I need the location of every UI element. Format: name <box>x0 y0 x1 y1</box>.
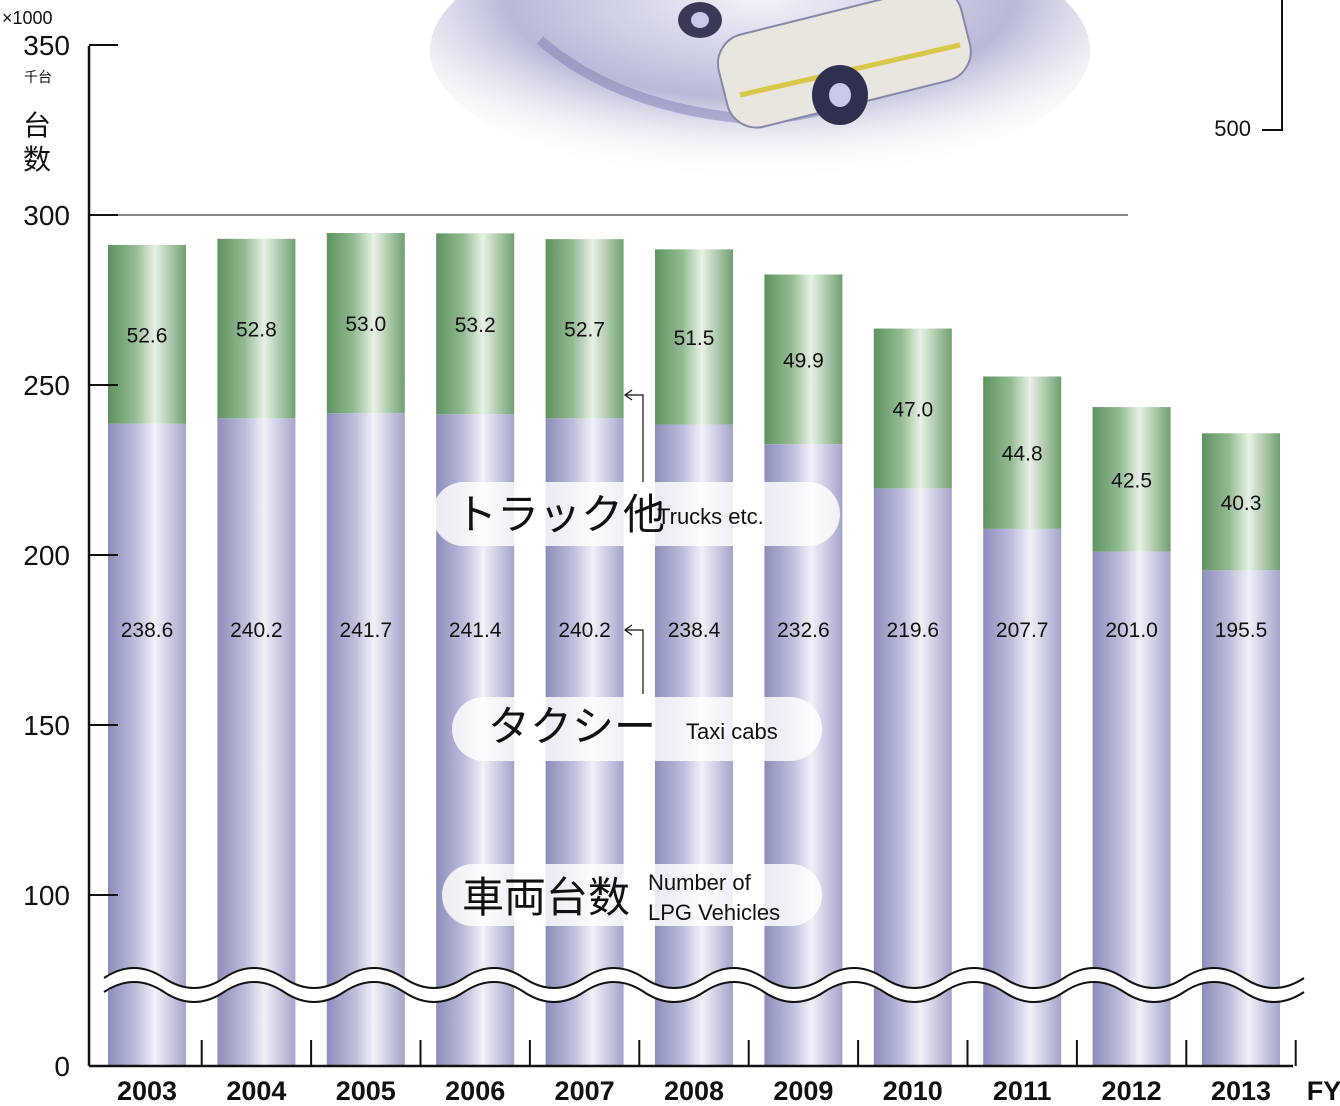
data-label-taxi-2013: 195.5 <box>1215 619 1268 642</box>
data-label-taxi-2004: 240.2 <box>230 619 283 642</box>
legend-en-vehicles-2: LPG Vehicles <box>648 900 780 925</box>
data-label-trucks-2007: 52.7 <box>564 319 605 342</box>
bar-trucks-2009 <box>764 274 843 445</box>
axis-break-line-top <box>103 967 1305 989</box>
y-tick-label-350: 350 <box>23 30 70 61</box>
pointer-line-taxi <box>625 629 644 694</box>
inset-axis: 500 <box>1214 0 1283 141</box>
data-label-trucks-2009: 49.9 <box>783 349 824 372</box>
pointer-line-trucks <box>625 394 644 482</box>
data-label-trucks-2012: 42.5 <box>1111 469 1152 492</box>
legend-box-taxi <box>452 697 822 761</box>
bar-taxi-2005 <box>326 413 405 1067</box>
data-label-taxi-2011: 207.7 <box>996 619 1049 642</box>
data-label-taxi-2007: 240.2 <box>558 619 611 642</box>
bar-trucks-2010 <box>873 328 952 489</box>
x-tick-label-2007: 2007 <box>555 1076 615 1106</box>
bar-trucks-2006 <box>436 233 515 415</box>
bar-trucks-2011 <box>983 376 1062 529</box>
pointer-arrowhead-taxi <box>623 624 633 636</box>
bar-trucks-2003 <box>108 244 186 424</box>
bar-trucks-2005 <box>326 233 405 414</box>
data-label-trucks-2010: 47.0 <box>892 398 933 421</box>
bar-taxi-2010 <box>873 488 952 1066</box>
x-axis-suffix: FY <box>1307 1076 1340 1106</box>
y-tick-label-200: 200 <box>23 540 70 571</box>
x-tick-label-2010: 2010 <box>883 1076 943 1106</box>
x-tick-label-2008: 2008 <box>664 1076 724 1106</box>
legend-jp-taxi: タクシー <box>488 702 656 751</box>
data-label-trucks-2008: 51.5 <box>674 327 715 350</box>
x-tick-label-2011: 2011 <box>993 1076 1052 1106</box>
y-axis-label-char-2: 数 <box>23 143 51 176</box>
pointer-arrowhead-trucks <box>623 389 633 401</box>
legend-box-vehicles <box>442 864 822 926</box>
y-tick-label-300: 300 <box>23 200 70 231</box>
y-tick-label-150: 150 <box>23 710 70 741</box>
bar-taxi-2003 <box>108 423 186 1066</box>
axis-break-band <box>100 968 1308 1002</box>
data-label-taxi-2008: 238.4 <box>668 619 721 642</box>
data-label-taxi-2010: 219.6 <box>887 619 940 642</box>
bar-trucks-2012 <box>1092 407 1171 552</box>
data-label-trucks-2005: 53.0 <box>345 313 386 336</box>
data-label-trucks-2004: 52.8 <box>236 319 277 342</box>
legend-box-trucks <box>432 482 840 546</box>
data-label-trucks-2006: 53.2 <box>455 314 496 337</box>
x-tick-label-2003: 2003 <box>117 1076 177 1106</box>
bar-trucks-2008 <box>655 249 733 425</box>
y-tick-label-250: 250 <box>23 370 70 401</box>
taxi-photo <box>430 0 1090 180</box>
bar-trucks-2007 <box>545 239 624 419</box>
data-label-taxi-2009: 232.6 <box>777 619 830 642</box>
legend-en-vehicles-1: Number of <box>648 870 752 895</box>
y-tick-label-0: 0 <box>54 1051 70 1082</box>
data-label-trucks-2003: 52.6 <box>127 324 168 347</box>
bar-trucks-2013 <box>1202 433 1280 571</box>
x-tick-label-2004: 2004 <box>226 1076 286 1106</box>
bar-taxi-2004 <box>217 418 296 1066</box>
x-tick-label-2013: 2013 <box>1211 1076 1271 1106</box>
legend-jp-vehicles: 車両台数 <box>462 873 630 922</box>
y-multiplier: ×1000 <box>2 8 53 28</box>
x-tick-label-2009: 2009 <box>773 1076 833 1106</box>
y-tick-label-100: 100 <box>23 880 70 911</box>
inset-axis-label: 500 <box>1214 116 1251 141</box>
legend-en-taxi: Taxi cabs <box>686 719 778 744</box>
data-label-taxi-2012: 201.0 <box>1105 619 1158 642</box>
data-label-trucks-2013: 40.3 <box>1221 492 1262 515</box>
bar-trucks-2004 <box>217 238 296 419</box>
y-unit: 千台 <box>24 70 52 86</box>
axis-break-line-bottom <box>103 981 1305 1003</box>
data-label-taxi-2003: 238.6 <box>121 619 174 642</box>
data-label-taxi-2005: 241.7 <box>340 619 393 642</box>
x-tick-label-2012: 2012 <box>1102 1076 1162 1106</box>
legend-jp-trucks: トラック他 <box>455 490 665 539</box>
data-label-trucks-2011: 44.8 <box>1002 443 1043 466</box>
legend-en-trucks: Trucks etc. <box>657 504 764 529</box>
data-label-taxi-2006: 241.4 <box>449 619 502 642</box>
x-tick-label-2005: 2005 <box>336 1076 396 1106</box>
x-tick-label-2006: 2006 <box>445 1076 505 1106</box>
y-axis-label-char-1: 台 <box>23 109 51 142</box>
